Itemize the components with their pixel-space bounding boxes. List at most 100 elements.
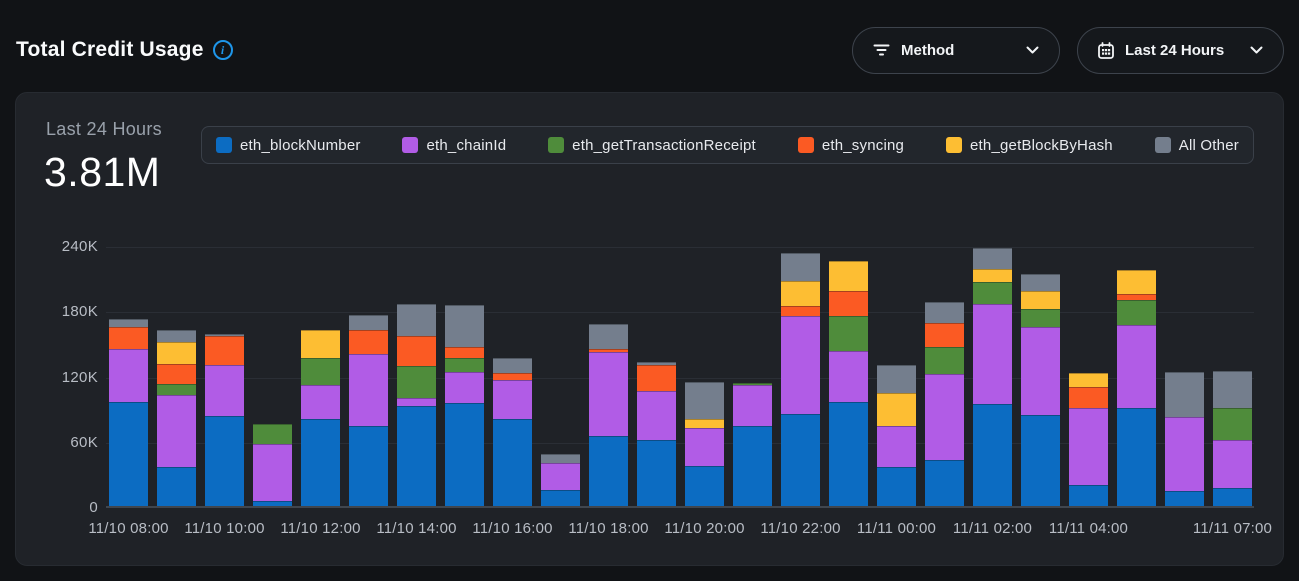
bar-segment-All Other[interactable] [589, 324, 628, 350]
bar-segment-eth_chainId[interactable] [925, 374, 964, 461]
bar-segment-eth_blockNumber[interactable] [157, 466, 196, 506]
bar-11/11 04:00[interactable] [1069, 373, 1108, 506]
bar-segment-eth_getTransactionReceipt[interactable] [253, 424, 292, 445]
bar-segment-eth_syncing[interactable] [349, 329, 388, 354]
bar-11/11 05:00[interactable] [1117, 270, 1156, 506]
bar-segment-eth_chainId[interactable] [829, 350, 868, 402]
bar-segment-eth_chainId[interactable] [397, 398, 436, 406]
bar-segment-eth_chainId[interactable] [1117, 325, 1156, 409]
bar-segment-eth_getTransactionReceipt[interactable] [397, 365, 436, 399]
bar-segment-eth_chainId[interactable] [1213, 439, 1252, 488]
bar-segment-All Other[interactable] [157, 329, 196, 342]
bar-segment-eth_syncing[interactable] [157, 363, 196, 385]
bar-segment-eth_blockNumber[interactable] [1069, 485, 1108, 506]
bar-segment-eth_blockNumber[interactable] [205, 415, 244, 506]
bar-segment-eth_syncing[interactable] [829, 290, 868, 316]
bar-segment-All Other[interactable] [685, 382, 724, 420]
bar-segment-eth_syncing[interactable] [205, 336, 244, 365]
bar-segment-All Other[interactable] [109, 318, 148, 327]
bar-segment-eth_getTransactionReceipt[interactable] [301, 358, 340, 386]
bar-segment-eth_syncing[interactable] [781, 305, 820, 316]
bar-segment-eth_getBlockByHash[interactable] [1069, 373, 1108, 388]
bar-segment-All Other[interactable] [877, 364, 916, 393]
bar-11/10 13:00[interactable] [349, 314, 388, 506]
legend-item-eth_syncing[interactable]: eth_syncing [797, 137, 904, 154]
bar-segment-eth_blockNumber[interactable] [253, 500, 292, 506]
bar-segment-eth_getTransactionReceipt[interactable] [445, 358, 484, 373]
bar-segment-eth_blockNumber[interactable] [877, 466, 916, 506]
bar-segment-All Other[interactable] [1165, 372, 1204, 417]
bar-segment-eth_syncing[interactable] [589, 349, 628, 352]
bar-segment-eth_blockNumber[interactable] [829, 401, 868, 506]
bar-11/10 11:00[interactable] [253, 424, 292, 506]
bar-11/10 21:00[interactable] [733, 383, 772, 506]
bar-segment-All Other[interactable] [445, 304, 484, 348]
bar-segment-eth_blockNumber[interactable] [1213, 487, 1252, 506]
bar-segment-eth_getTransactionReceipt[interactable] [733, 383, 772, 386]
bar-11/10 10:00[interactable] [205, 334, 244, 506]
bar-segment-eth_chainId[interactable] [589, 351, 628, 437]
bar-segment-eth_getTransactionReceipt[interactable] [973, 281, 1012, 304]
bar-segment-eth_syncing[interactable] [445, 347, 484, 359]
bar-segment-eth_blockNumber[interactable] [637, 439, 676, 506]
bar-segment-All Other[interactable] [1021, 274, 1060, 291]
bar-segment-eth_chainId[interactable] [493, 379, 532, 419]
bar-segment-eth_getBlockByHash[interactable] [829, 261, 868, 291]
bar-11/10 09:00[interactable] [157, 329, 196, 506]
bar-segment-eth_chainId[interactable] [637, 390, 676, 440]
bar-segment-eth_chainId[interactable] [685, 427, 724, 466]
bar-segment-eth_chainId[interactable] [301, 385, 340, 419]
bar-segment-eth_getBlockByHash[interactable] [877, 392, 916, 426]
bar-segment-eth_syncing[interactable] [1117, 293, 1156, 301]
bar-segment-eth_syncing[interactable] [637, 364, 676, 391]
bar-segment-All Other[interactable] [397, 303, 436, 337]
bar-11/10 14:00[interactable] [397, 303, 436, 506]
bar-11/10 23:00[interactable] [829, 261, 868, 506]
bar-segment-eth_chainId[interactable] [205, 364, 244, 416]
bar-segment-eth_blockNumber[interactable] [1117, 408, 1156, 506]
bar-segment-eth_syncing[interactable] [109, 326, 148, 350]
bar-segment-eth_blockNumber[interactable] [589, 436, 628, 506]
bar-segment-eth_chainId[interactable] [1165, 416, 1204, 491]
bar-segment-eth_getTransactionReceipt[interactable] [157, 384, 196, 396]
bar-segment-eth_blockNumber[interactable] [1021, 414, 1060, 506]
legend-item-eth_blockNumber[interactable]: eth_blockNumber [216, 137, 361, 154]
bar-11/10 15:00[interactable] [445, 304, 484, 506]
bar-segment-eth_blockNumber[interactable] [973, 403, 1012, 506]
bar-segment-All Other[interactable] [973, 248, 1012, 269]
bar-segment-eth_blockNumber[interactable] [109, 401, 148, 506]
bar-segment-All Other[interactable] [493, 358, 532, 374]
bar-segment-eth_getBlockByHash[interactable] [301, 329, 340, 359]
bar-11/11 03:00[interactable] [1021, 274, 1060, 506]
bar-11/10 17:00[interactable] [541, 453, 580, 506]
bar-segment-eth_blockNumber[interactable] [733, 425, 772, 506]
legend-item-All Other[interactable]: All Other [1154, 137, 1239, 154]
bar-segment-eth_syncing[interactable] [925, 323, 964, 348]
bar-segment-eth_chainId[interactable] [445, 372, 484, 403]
bar-segment-eth_syncing[interactable] [397, 336, 436, 366]
bar-segment-eth_getTransactionReceipt[interactable] [1021, 309, 1060, 327]
bar-segment-eth_getTransactionReceipt[interactable] [1213, 408, 1252, 440]
bar-segment-eth_blockNumber[interactable] [445, 402, 484, 506]
bar-segment-eth_syncing[interactable] [1069, 387, 1108, 409]
bar-segment-eth_getBlockByHash[interactable] [781, 280, 820, 306]
bar-segment-eth_getBlockByHash[interactable] [685, 419, 724, 428]
bar-segment-eth_getBlockByHash[interactable] [157, 341, 196, 364]
bar-11/10 12:00[interactable] [301, 329, 340, 506]
bar-segment-eth_chainId[interactable] [349, 353, 388, 426]
bar-segment-eth_getBlockByHash[interactable] [1021, 290, 1060, 310]
bar-segment-eth_blockNumber[interactable] [301, 419, 340, 506]
bar-segment-All Other[interactable] [637, 362, 676, 365]
bar-segment-eth_blockNumber[interactable] [397, 405, 436, 506]
bar-segment-eth_syncing[interactable] [493, 373, 532, 380]
bar-segment-eth_chainId[interactable] [1021, 326, 1060, 415]
bar-segment-eth_chainId[interactable] [541, 462, 580, 490]
bar-segment-eth_blockNumber[interactable] [349, 425, 388, 506]
method-filter-button[interactable]: Method [852, 26, 1060, 74]
bar-11/10 19:00[interactable] [637, 362, 676, 506]
legend-item-eth_getTransactionReceipt[interactable]: eth_getTransactionReceipt [548, 137, 756, 154]
date-range-button[interactable]: Last 24 Hours [1077, 26, 1284, 74]
bar-segment-eth_chainId[interactable] [1069, 408, 1108, 486]
bar-segment-eth_blockNumber[interactable] [925, 460, 964, 506]
bar-segment-eth_getBlockByHash[interactable] [1117, 270, 1156, 294]
